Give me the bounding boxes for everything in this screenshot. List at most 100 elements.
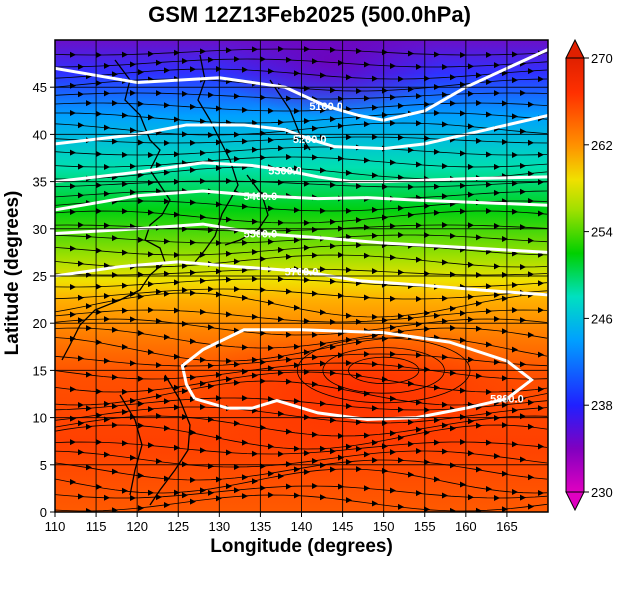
wind-arrow xyxy=(468,90,474,97)
wind-arrow xyxy=(520,361,526,368)
wind-arrow xyxy=(164,425,170,432)
wind-arrow xyxy=(346,403,352,410)
wind-arrow xyxy=(208,324,214,331)
wind-arrow xyxy=(304,46,310,53)
wind-arrow xyxy=(502,70,508,77)
wind-arrow xyxy=(320,340,326,347)
wind-arrow xyxy=(442,163,448,170)
wind-arrow xyxy=(320,207,326,214)
wind-arrow xyxy=(364,451,370,458)
wind-arrow xyxy=(528,423,534,430)
wind-arrow xyxy=(174,151,180,158)
wind-arrow xyxy=(122,112,128,119)
wind-arrow xyxy=(502,470,508,477)
wind-arrow xyxy=(416,321,422,328)
wind-arrow xyxy=(138,236,144,243)
wind-arrow xyxy=(356,87,362,94)
wind-arrow xyxy=(408,315,414,322)
wind-arrow xyxy=(200,277,206,284)
wind-arrow xyxy=(252,146,258,153)
wind-arrow xyxy=(242,439,248,446)
wind-arrow xyxy=(398,205,404,212)
wind-arrow xyxy=(164,238,170,245)
wind-arrow xyxy=(372,439,378,446)
wind-arrow xyxy=(78,317,84,324)
wind-arrow xyxy=(122,408,128,415)
wind-arrow xyxy=(434,476,440,483)
wind-arrow xyxy=(346,360,352,367)
wind-arrow xyxy=(442,422,448,429)
wind-arrow xyxy=(70,311,76,318)
wind-arrow xyxy=(78,260,84,267)
wind-arrow xyxy=(148,209,154,216)
wind-arrow xyxy=(538,76,544,83)
wind-arrow xyxy=(320,400,326,407)
wind-arrow xyxy=(450,100,456,107)
wind-arrow xyxy=(320,266,326,273)
wind-arrow xyxy=(468,63,474,70)
wind-arrow xyxy=(190,396,196,403)
wind-arrow xyxy=(356,419,362,426)
wind-arrow xyxy=(104,222,110,229)
wind-arrow xyxy=(450,232,456,239)
wind-arrow xyxy=(112,100,118,107)
wind-arrow xyxy=(260,359,266,366)
wind-arrow xyxy=(364,294,370,301)
wind-arrow xyxy=(138,69,144,76)
wind-arrow xyxy=(424,406,430,413)
wind-arrow xyxy=(190,498,196,505)
wind-arrow xyxy=(242,138,248,145)
wind-arrow xyxy=(164,502,170,509)
wind-arrow xyxy=(476,373,482,380)
wind-arrow xyxy=(468,356,474,363)
wind-arrow xyxy=(200,447,206,454)
wind-arrow xyxy=(434,183,440,190)
wind-arrow xyxy=(200,309,206,316)
wind-arrow xyxy=(330,243,336,250)
wind-arrow xyxy=(252,119,258,126)
wind-arrow xyxy=(424,270,430,277)
wind-arrow xyxy=(286,428,292,435)
x-tick-label: 160 xyxy=(455,519,477,534)
wind-arrow xyxy=(390,94,396,101)
wind-arrow xyxy=(364,121,370,128)
wind-arrow xyxy=(390,120,396,127)
x-tick-label: 115 xyxy=(86,519,107,534)
wind-arrow xyxy=(78,222,84,229)
wind-arrow xyxy=(138,375,144,382)
wind-arrow xyxy=(338,155,344,162)
wind-arrow xyxy=(278,119,284,126)
wind-arrow xyxy=(304,118,310,125)
colorbar-tick-label: 254 xyxy=(591,225,613,240)
wind-arrow xyxy=(312,458,318,465)
wind-arrow xyxy=(130,454,136,461)
wind-arrow xyxy=(424,135,430,142)
wind-arrow xyxy=(164,169,170,176)
wind-arrow xyxy=(164,198,170,205)
wind-arrow xyxy=(156,393,162,400)
wind-arrow xyxy=(190,338,196,345)
wind-arrow xyxy=(390,295,396,302)
wind-arrow xyxy=(200,214,206,221)
y-axis-ticks: 0 5 10 15 20 25 30 35 40 45 xyxy=(33,80,55,520)
wind-arrow xyxy=(434,110,440,117)
wind-arrow xyxy=(226,47,232,54)
wind-arrow xyxy=(112,138,118,145)
wind-arrow xyxy=(408,471,414,478)
wind-arrow xyxy=(502,375,508,382)
wind-arrow xyxy=(372,405,378,412)
wind-arrow xyxy=(96,110,102,117)
wind-arrow xyxy=(200,380,206,387)
x-tick-label: 135 xyxy=(250,519,272,534)
wind-arrow xyxy=(390,430,396,437)
contour-label: 5300.0 xyxy=(268,165,302,177)
wind-arrow xyxy=(502,139,508,146)
wind-arrow xyxy=(486,410,492,417)
wind-arrow xyxy=(538,179,544,186)
wind-arrow xyxy=(538,307,544,314)
wind-arrow xyxy=(112,326,118,333)
wind-arrow xyxy=(148,406,154,413)
wind-arrow xyxy=(346,266,352,273)
wind-arrow xyxy=(434,417,440,424)
